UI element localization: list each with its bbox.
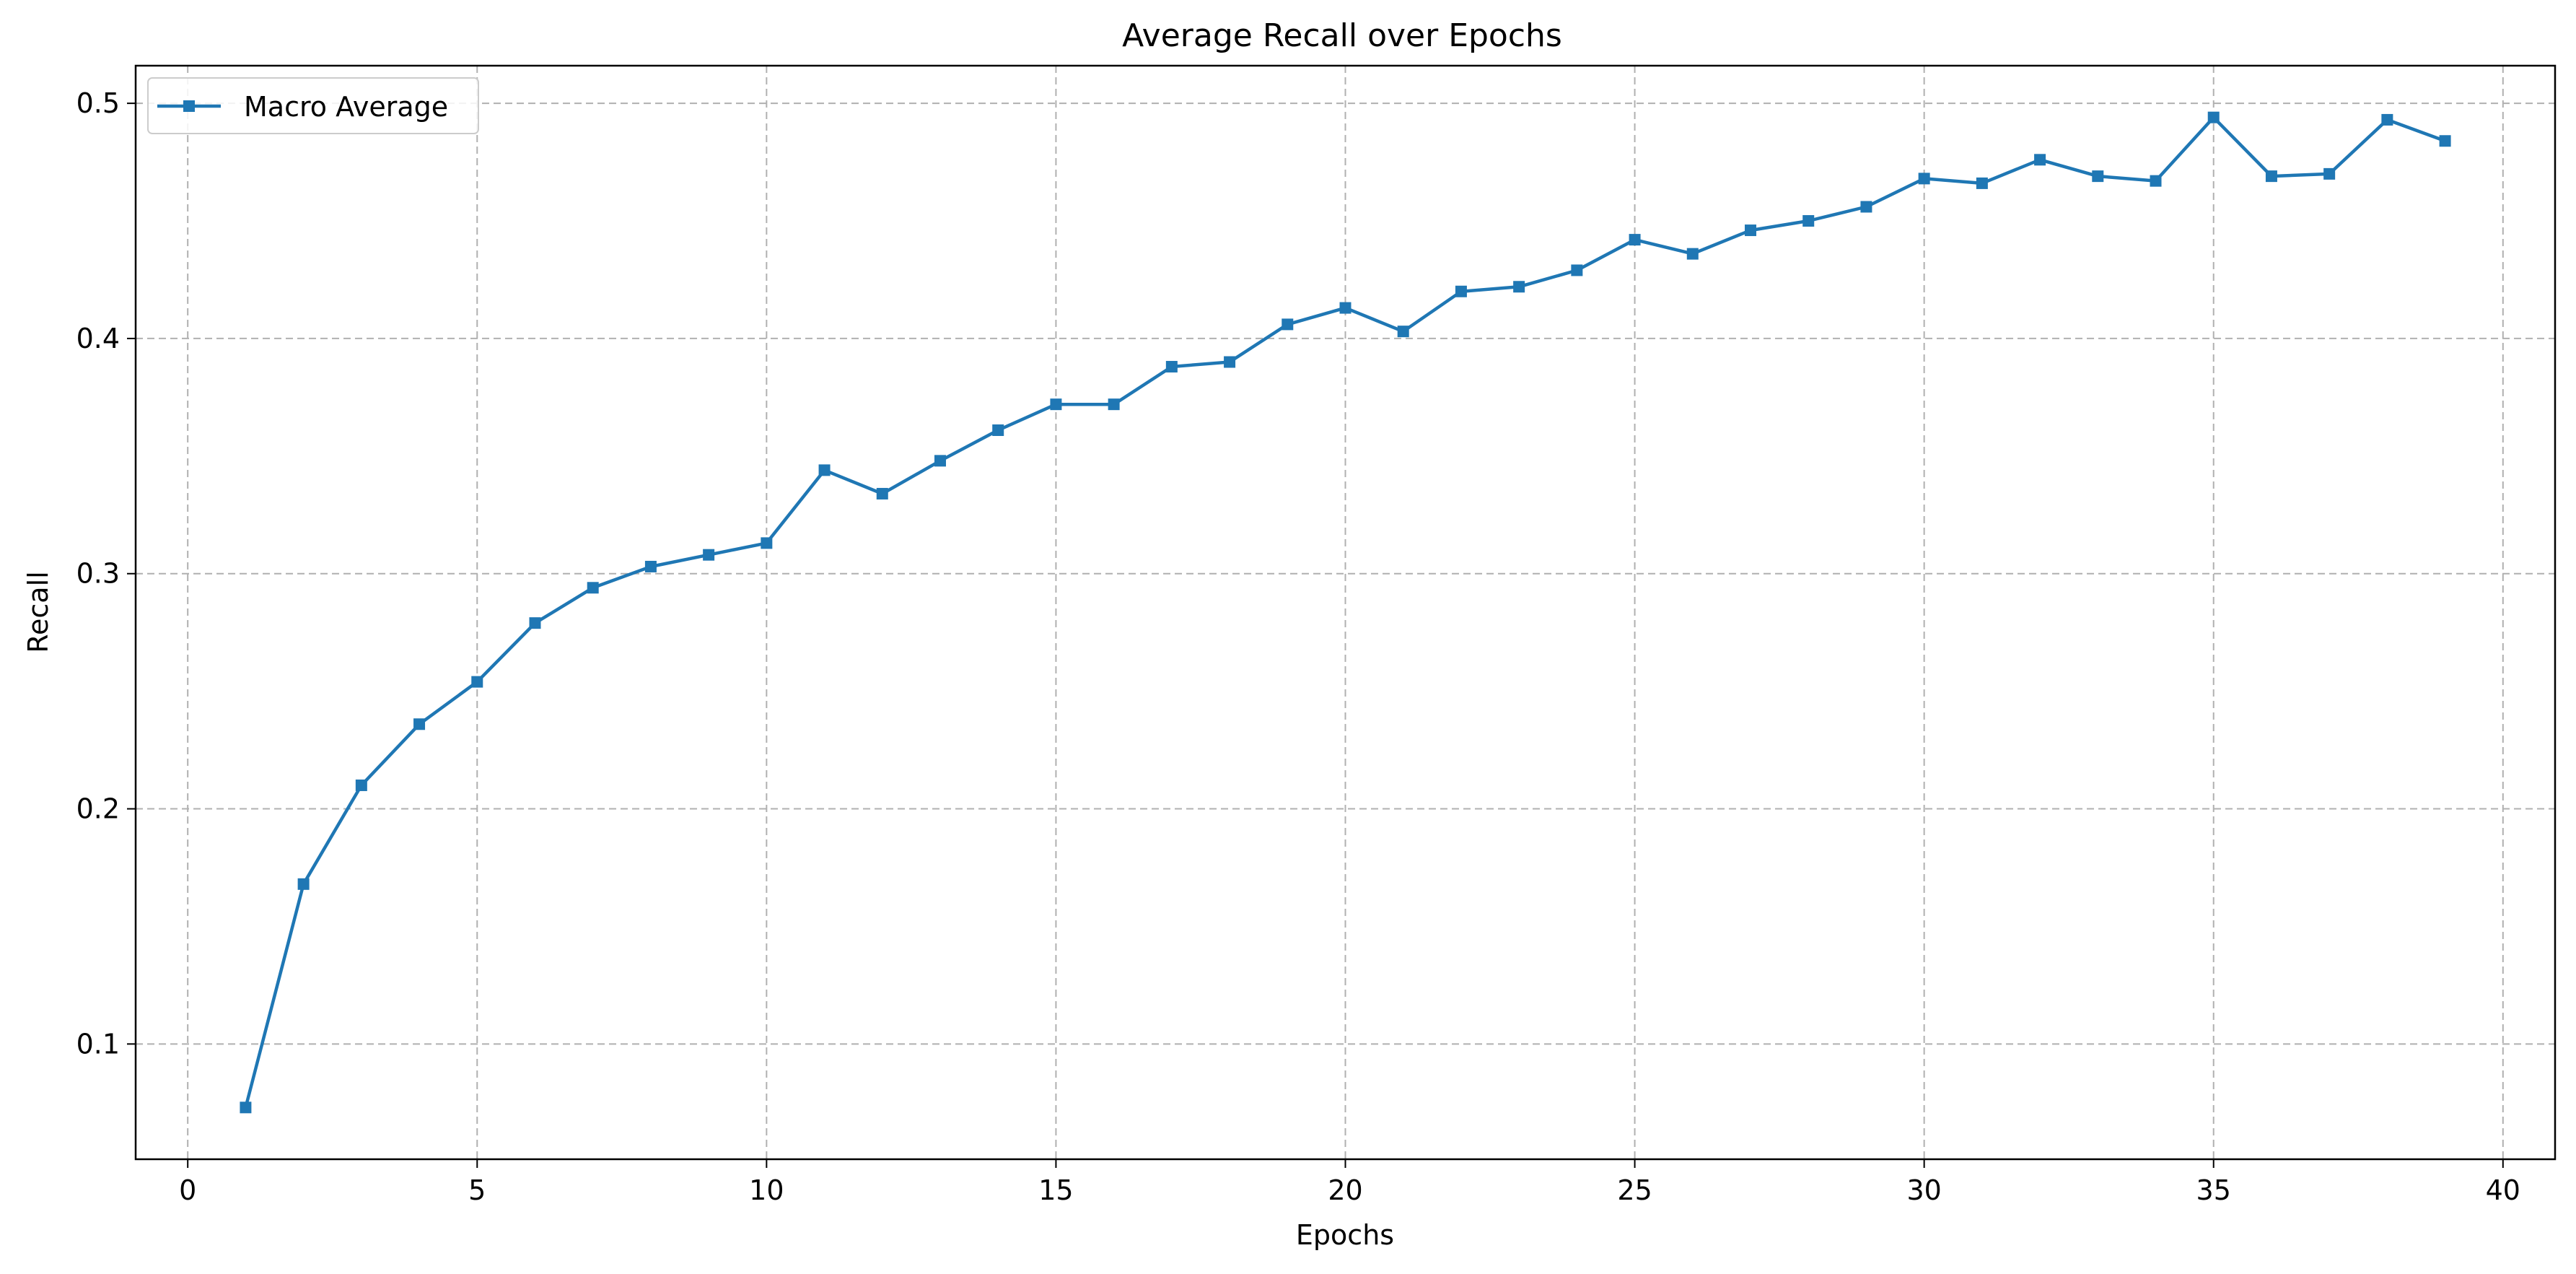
data-point-marker <box>1686 248 1699 260</box>
y-axis-label: Recall <box>22 571 54 653</box>
y-tick-label: 0.2 <box>76 793 120 825</box>
data-point-marker <box>2439 135 2451 147</box>
data-point-marker <box>2092 170 2104 183</box>
x-tick-label: 15 <box>1038 1174 1073 1206</box>
data-point-marker <box>2323 167 2336 180</box>
data-point-marker <box>1802 215 1815 227</box>
legend-box <box>147 77 479 134</box>
data-point-marker <box>1976 177 1988 189</box>
x-tick-label: 25 <box>1617 1174 1652 1206</box>
data-point-marker <box>934 455 946 467</box>
data-point-marker <box>703 549 715 561</box>
data-point-marker <box>1397 326 1409 338</box>
grid-lines <box>136 66 2555 1159</box>
x-tick-label: 30 <box>1906 1174 1941 1206</box>
data-point-marker <box>992 424 1004 436</box>
data-point-marker <box>761 537 773 549</box>
data-point-marker <box>471 676 483 688</box>
data-point-marker <box>529 617 541 629</box>
y-tick-label: 0.3 <box>76 558 120 590</box>
data-point-marker <box>1108 398 1120 411</box>
data-point-marker <box>587 582 599 594</box>
data-point-marker <box>1860 201 1872 213</box>
data-point-marker <box>1282 318 1294 331</box>
data-point-marker <box>2207 111 2220 123</box>
data-point-marker <box>644 560 657 572</box>
y-tick-label: 0.5 <box>76 87 120 119</box>
data-point-marker <box>240 1101 252 1114</box>
data-point-marker <box>413 718 426 730</box>
x-tick-label: 5 <box>468 1174 486 1206</box>
x-axis-label: Epochs <box>1296 1219 1394 1251</box>
data-point-marker <box>2150 175 2162 187</box>
data-point-marker <box>1745 224 1757 237</box>
legend-marker-square <box>183 100 195 112</box>
chart-title: Average Recall over Epochs <box>1122 17 1562 54</box>
data-point-marker <box>297 878 310 890</box>
legend-label-macro-average: Macro Average <box>244 91 448 123</box>
data-point-marker <box>1224 356 1236 368</box>
legend: Macro Average <box>147 77 479 134</box>
x-tick-label: 40 <box>2486 1174 2520 1206</box>
x-axis-ticks: 0 5 10 15 20 25 30 35 40 <box>179 1159 2520 1206</box>
x-tick-label: 20 <box>1328 1174 1362 1206</box>
data-point-marker <box>1339 302 1351 314</box>
data-point-marker <box>1918 173 1930 185</box>
data-point-marker <box>1165 361 1178 373</box>
y-tick-label: 0.1 <box>76 1028 120 1060</box>
data-point-marker <box>1629 234 1641 246</box>
x-tick-label: 35 <box>2196 1174 2231 1206</box>
series-group <box>240 111 2451 1114</box>
data-point-marker <box>2034 154 2046 166</box>
data-point-marker <box>2265 170 2277 183</box>
y-axis-ticks: 0.1 0.2 0.3 0.4 0.5 <box>76 87 136 1060</box>
x-tick-label: 0 <box>179 1174 196 1206</box>
y-tick-label: 0.4 <box>76 323 120 354</box>
data-point-marker <box>876 487 888 499</box>
data-point-marker <box>2381 113 2393 126</box>
data-point-marker <box>355 779 367 791</box>
data-point-marker <box>1455 285 1467 297</box>
data-point-marker <box>1513 281 1525 293</box>
data-point-marker <box>818 464 831 476</box>
data-point-marker <box>1050 398 1062 411</box>
data-point-marker <box>1571 264 1583 276</box>
x-tick-label: 10 <box>749 1174 784 1206</box>
